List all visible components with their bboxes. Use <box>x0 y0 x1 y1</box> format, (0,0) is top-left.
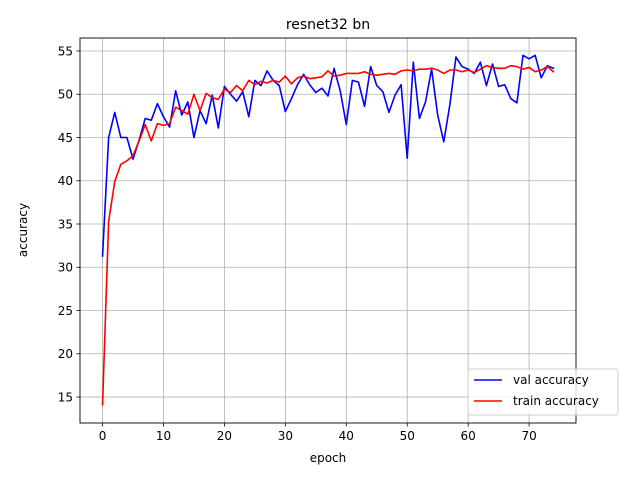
plot-frame <box>79 37 577 424</box>
x-tick-label: 20 <box>217 429 232 443</box>
series-line-train-accuracy <box>101 64 555 406</box>
y-tick-label: 50 <box>58 88 73 102</box>
series-layer <box>101 54 555 406</box>
series-line-val-accuracy <box>101 54 555 257</box>
y-tick-label: 25 <box>58 304 73 318</box>
x-tick-label: 0 <box>99 429 107 443</box>
y-tick-label: 55 <box>58 44 73 58</box>
y-tick-label: 15 <box>58 390 73 404</box>
x-tick-label: 70 <box>521 429 536 443</box>
x-axis-label: epoch <box>310 451 347 465</box>
y-axis: 15 20 25 30 35 40 45 50 55 <box>58 44 80 404</box>
y-axis-label: accuracy <box>16 203 30 257</box>
x-tick-label: 60 <box>461 429 476 443</box>
y-tick-label: 20 <box>58 347 73 361</box>
y-tick-label: 40 <box>58 174 73 188</box>
x-tick-label: 40 <box>339 429 354 443</box>
legend-label-train-accuracy: train accuracy <box>513 394 599 408</box>
y-tick-label: 35 <box>58 217 73 231</box>
legend-box <box>467 368 619 416</box>
x-tick-label: 50 <box>400 429 415 443</box>
x-tick-label: 10 <box>156 429 171 443</box>
legend: val accuracy train accuracy <box>467 368 619 416</box>
y-tick-label: 30 <box>58 261 73 275</box>
x-axis: 0 10 20 30 40 50 60 70 <box>99 423 537 443</box>
x-tick-label: 30 <box>278 429 293 443</box>
gridlines <box>80 38 576 423</box>
y-tick-label: 45 <box>58 131 73 145</box>
legend-label-val-accuracy: val accuracy <box>513 373 589 387</box>
chart-title: resnet32 bn <box>286 17 370 33</box>
